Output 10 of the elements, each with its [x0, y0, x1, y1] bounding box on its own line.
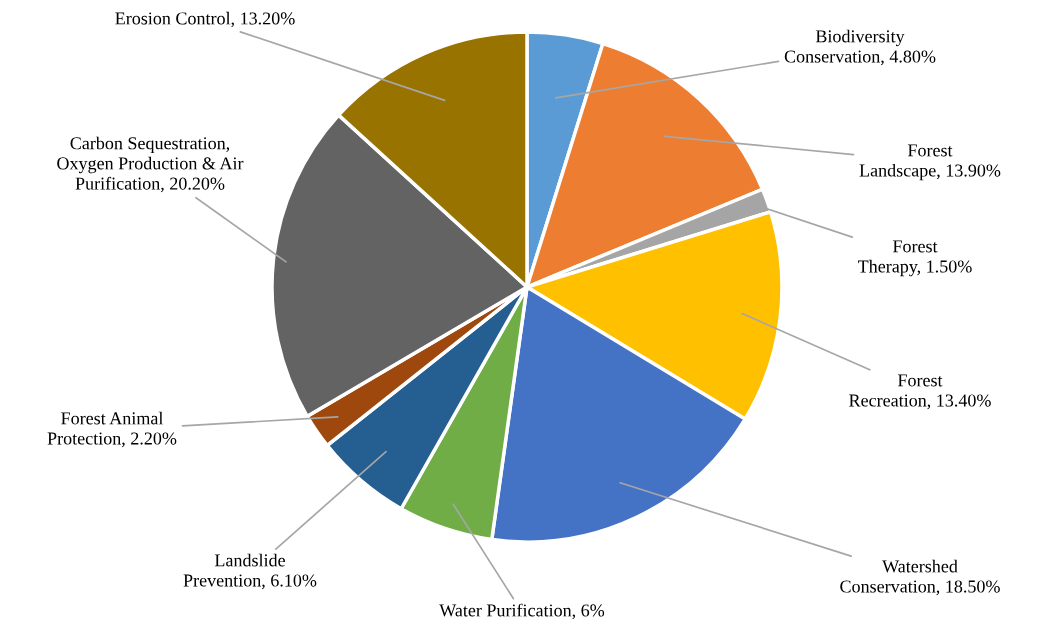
- slice-label: Water Purification, 6%: [439, 603, 605, 620]
- slice-label: Watershed Conservation, 18.50%: [840, 559, 1000, 596]
- slice-label: Carbon Sequestration, Oxygen Production & Air Purification, 20.20%: [57, 136, 244, 193]
- slice-label: Forest Recreation, 13.40%: [849, 374, 991, 410]
- slice-label: Forest Therapy, 1.50%: [858, 240, 972, 277]
- slice-label: Forest Animal Protection, 2.20%: [47, 411, 177, 448]
- slice-label: Erosion Control, 13.20%: [115, 11, 295, 28]
- slice-label: Biodiversity Conservation, 4.80%: [784, 29, 936, 66]
- slice-label: Landslide Prevention, 6.10%: [183, 553, 317, 590]
- slice-label: Forest Landscape, 13.90%: [859, 144, 1001, 181]
